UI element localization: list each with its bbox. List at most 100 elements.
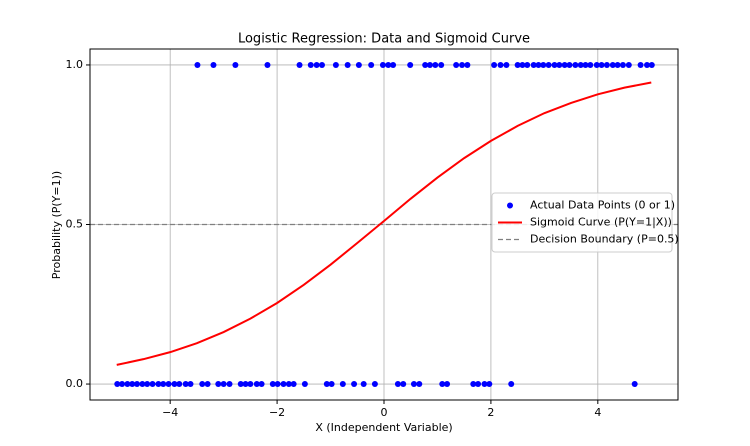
- legend-label: Decision Boundary (P=0.5): [530, 233, 679, 246]
- data-point: [323, 381, 330, 388]
- x-tick-label: 4: [594, 406, 601, 419]
- data-point: [274, 381, 281, 388]
- data-point: [551, 61, 558, 68]
- data-point: [368, 61, 375, 68]
- data-point: [614, 61, 621, 68]
- data-point: [220, 381, 227, 388]
- data-point: [556, 61, 563, 68]
- data-point: [582, 61, 589, 68]
- data-point: [572, 61, 579, 68]
- data-point: [264, 61, 271, 68]
- legend-box: [491, 192, 673, 253]
- data-point: [464, 61, 471, 68]
- data-point: [432, 61, 439, 68]
- data-point: [313, 61, 320, 68]
- data-point: [139, 381, 146, 388]
- data-point: [410, 381, 417, 388]
- data-point: [351, 381, 358, 388]
- data-point: [475, 381, 482, 388]
- data-point: [269, 381, 276, 388]
- data-point: [226, 381, 233, 388]
- data-point: [155, 381, 162, 388]
- data-point: [360, 381, 367, 388]
- data-point: [242, 381, 249, 388]
- data-point: [519, 61, 526, 68]
- data-point: [247, 381, 254, 388]
- data-point: [439, 381, 446, 388]
- data-point: [470, 381, 477, 388]
- data-point: [344, 61, 351, 68]
- data-point: [182, 381, 189, 388]
- data-point: [176, 381, 183, 388]
- data-point: [301, 381, 308, 388]
- data-point: [187, 381, 194, 388]
- data-point: [124, 381, 131, 388]
- y-axis-label: Probability (P(Y=1)): [50, 171, 63, 279]
- data-point: [453, 61, 460, 68]
- data-point: [422, 61, 429, 68]
- data-point: [530, 61, 537, 68]
- data-point: [253, 381, 260, 388]
- data-point: [426, 61, 433, 68]
- data-point: [643, 61, 650, 68]
- legend-symbol: [507, 202, 513, 209]
- x-tick-label: 2: [487, 406, 494, 419]
- data-point: [503, 61, 510, 68]
- data-point: [514, 61, 521, 68]
- x-tick-label: 0: [381, 406, 388, 419]
- data-point: [545, 61, 552, 68]
- data-point: [631, 381, 638, 388]
- data-point: [332, 61, 339, 68]
- data-point: [481, 381, 488, 388]
- data-point: [149, 381, 156, 388]
- data-point: [416, 381, 423, 388]
- data-point: [587, 61, 594, 68]
- x-axis-label: X (Independent Variable): [315, 421, 452, 434]
- data-point: [566, 61, 573, 68]
- data-point: [603, 61, 610, 68]
- sigmoid-curve: [116, 81, 652, 366]
- data-point: [210, 61, 217, 68]
- data-point: [598, 61, 605, 68]
- data-point: [497, 61, 504, 68]
- data-point: [385, 61, 392, 68]
- data-point: [237, 381, 244, 388]
- data-point: [486, 381, 493, 388]
- y-tick-label: 0.5: [66, 218, 84, 231]
- data-point: [215, 381, 222, 388]
- data-point: [318, 61, 325, 68]
- data-point: [165, 381, 172, 388]
- data-point: [577, 61, 584, 68]
- data-point: [114, 381, 121, 388]
- chart-title: Logistic Regression: Data and Sigmoid Cu…: [238, 32, 530, 47]
- data-point: [307, 61, 314, 68]
- x-tick-label: −4: [162, 406, 178, 419]
- data-point: [285, 381, 292, 388]
- data-point: [171, 381, 178, 388]
- data-point: [390, 61, 397, 68]
- data-point: [339, 381, 346, 388]
- legend-label: Actual Data Points (0 or 1): [530, 199, 675, 212]
- data-point: [119, 381, 126, 388]
- data-point: [144, 381, 151, 388]
- data-point: [609, 61, 616, 68]
- data-point: [258, 381, 265, 388]
- data-point: [204, 381, 211, 388]
- data-point: [280, 381, 287, 388]
- data-point: [593, 61, 600, 68]
- y-tick-label: 1.0: [66, 58, 84, 71]
- data-point: [491, 61, 498, 68]
- data-point: [444, 381, 451, 388]
- data-point: [355, 61, 362, 68]
- x-tick-label: −2: [269, 406, 285, 419]
- data-point: [438, 61, 445, 68]
- data-point: [296, 61, 303, 68]
- data-point: [407, 61, 414, 68]
- data-point: [535, 61, 542, 68]
- data-point: [459, 61, 466, 68]
- data-point: [199, 381, 206, 388]
- data-point: [232, 61, 239, 68]
- y-tick-label: 0.0: [66, 377, 84, 390]
- data-point: [625, 61, 632, 68]
